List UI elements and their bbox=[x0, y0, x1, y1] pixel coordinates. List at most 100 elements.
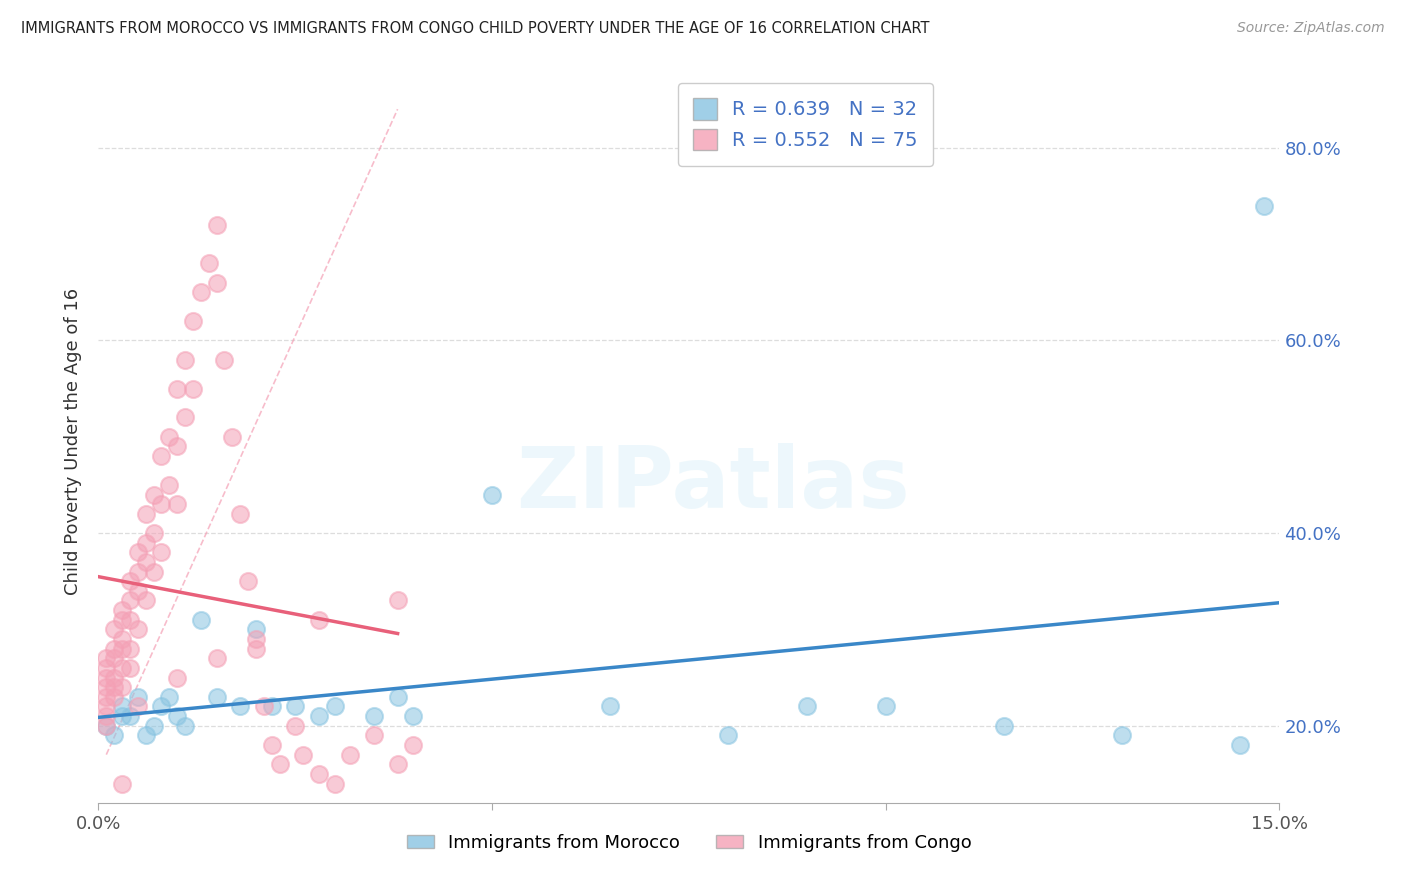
Point bbox=[96, 680, 118, 694]
Point bbox=[103, 728, 125, 742]
Point bbox=[111, 699, 134, 714]
Point bbox=[96, 719, 118, 733]
Point bbox=[135, 728, 157, 742]
Point bbox=[127, 583, 149, 598]
Point bbox=[174, 410, 197, 425]
Text: ZIPatlas: ZIPatlas bbox=[516, 443, 910, 526]
Point bbox=[96, 719, 118, 733]
Point bbox=[253, 699, 276, 714]
Point bbox=[127, 699, 149, 714]
Point bbox=[174, 719, 197, 733]
Point bbox=[190, 285, 212, 300]
Point bbox=[142, 487, 165, 501]
Point bbox=[157, 690, 180, 704]
Point bbox=[166, 497, 188, 511]
Point bbox=[205, 276, 228, 290]
Point bbox=[166, 439, 188, 453]
Point bbox=[402, 709, 425, 723]
Point bbox=[118, 709, 141, 723]
Point bbox=[387, 690, 409, 704]
Point bbox=[481, 487, 503, 501]
Point bbox=[111, 776, 134, 790]
Point bbox=[387, 757, 409, 772]
Point bbox=[260, 738, 283, 752]
Point bbox=[127, 565, 149, 579]
Point bbox=[96, 699, 118, 714]
Point bbox=[1253, 198, 1275, 212]
Point bbox=[96, 709, 118, 723]
Point bbox=[127, 690, 149, 704]
Point bbox=[363, 709, 385, 723]
Point bbox=[142, 565, 165, 579]
Point bbox=[135, 593, 157, 607]
Point bbox=[96, 690, 118, 704]
Point bbox=[214, 352, 236, 367]
Point bbox=[1229, 738, 1251, 752]
Point bbox=[339, 747, 361, 762]
Point bbox=[166, 671, 188, 685]
Point bbox=[245, 641, 267, 656]
Point bbox=[308, 709, 330, 723]
Point bbox=[308, 613, 330, 627]
Point bbox=[284, 719, 307, 733]
Point bbox=[292, 747, 315, 762]
Point bbox=[323, 699, 346, 714]
Point bbox=[157, 478, 180, 492]
Point bbox=[142, 719, 165, 733]
Point bbox=[150, 449, 173, 463]
Point bbox=[111, 613, 134, 627]
Point bbox=[717, 728, 740, 742]
Point bbox=[245, 623, 267, 637]
Point bbox=[111, 661, 134, 675]
Point bbox=[96, 661, 118, 675]
Point bbox=[135, 507, 157, 521]
Point bbox=[796, 699, 818, 714]
Point bbox=[875, 699, 897, 714]
Point bbox=[323, 776, 346, 790]
Point bbox=[111, 709, 134, 723]
Point bbox=[103, 623, 125, 637]
Point bbox=[221, 430, 243, 444]
Point bbox=[205, 218, 228, 232]
Point bbox=[1111, 728, 1133, 742]
Text: Source: ZipAtlas.com: Source: ZipAtlas.com bbox=[1237, 21, 1385, 35]
Point bbox=[111, 603, 134, 617]
Point bbox=[190, 613, 212, 627]
Point bbox=[181, 314, 204, 328]
Point bbox=[111, 680, 134, 694]
Legend: Immigrants from Morocco, Immigrants from Congo: Immigrants from Morocco, Immigrants from… bbox=[399, 826, 979, 859]
Point bbox=[135, 535, 157, 549]
Point bbox=[229, 507, 252, 521]
Point bbox=[111, 632, 134, 646]
Point bbox=[236, 574, 259, 589]
Point bbox=[118, 661, 141, 675]
Point bbox=[166, 382, 188, 396]
Point bbox=[157, 430, 180, 444]
Point bbox=[150, 497, 173, 511]
Point bbox=[127, 545, 149, 559]
Point bbox=[150, 699, 173, 714]
Point bbox=[103, 680, 125, 694]
Point bbox=[245, 632, 267, 646]
Point bbox=[103, 671, 125, 685]
Point bbox=[181, 382, 204, 396]
Point bbox=[135, 555, 157, 569]
Point bbox=[166, 709, 188, 723]
Point bbox=[142, 526, 165, 541]
Point bbox=[229, 699, 252, 714]
Y-axis label: Child Poverty Under the Age of 16: Child Poverty Under the Age of 16 bbox=[63, 288, 82, 595]
Point bbox=[118, 574, 141, 589]
Point bbox=[150, 545, 173, 559]
Point bbox=[103, 690, 125, 704]
Text: IMMIGRANTS FROM MOROCCO VS IMMIGRANTS FROM CONGO CHILD POVERTY UNDER THE AGE OF : IMMIGRANTS FROM MOROCCO VS IMMIGRANTS FR… bbox=[21, 21, 929, 36]
Point bbox=[103, 651, 125, 665]
Point bbox=[993, 719, 1015, 733]
Point bbox=[118, 641, 141, 656]
Point bbox=[197, 256, 219, 270]
Point bbox=[111, 641, 134, 656]
Point bbox=[284, 699, 307, 714]
Point bbox=[103, 641, 125, 656]
Point bbox=[96, 671, 118, 685]
Point bbox=[205, 651, 228, 665]
Point bbox=[387, 593, 409, 607]
